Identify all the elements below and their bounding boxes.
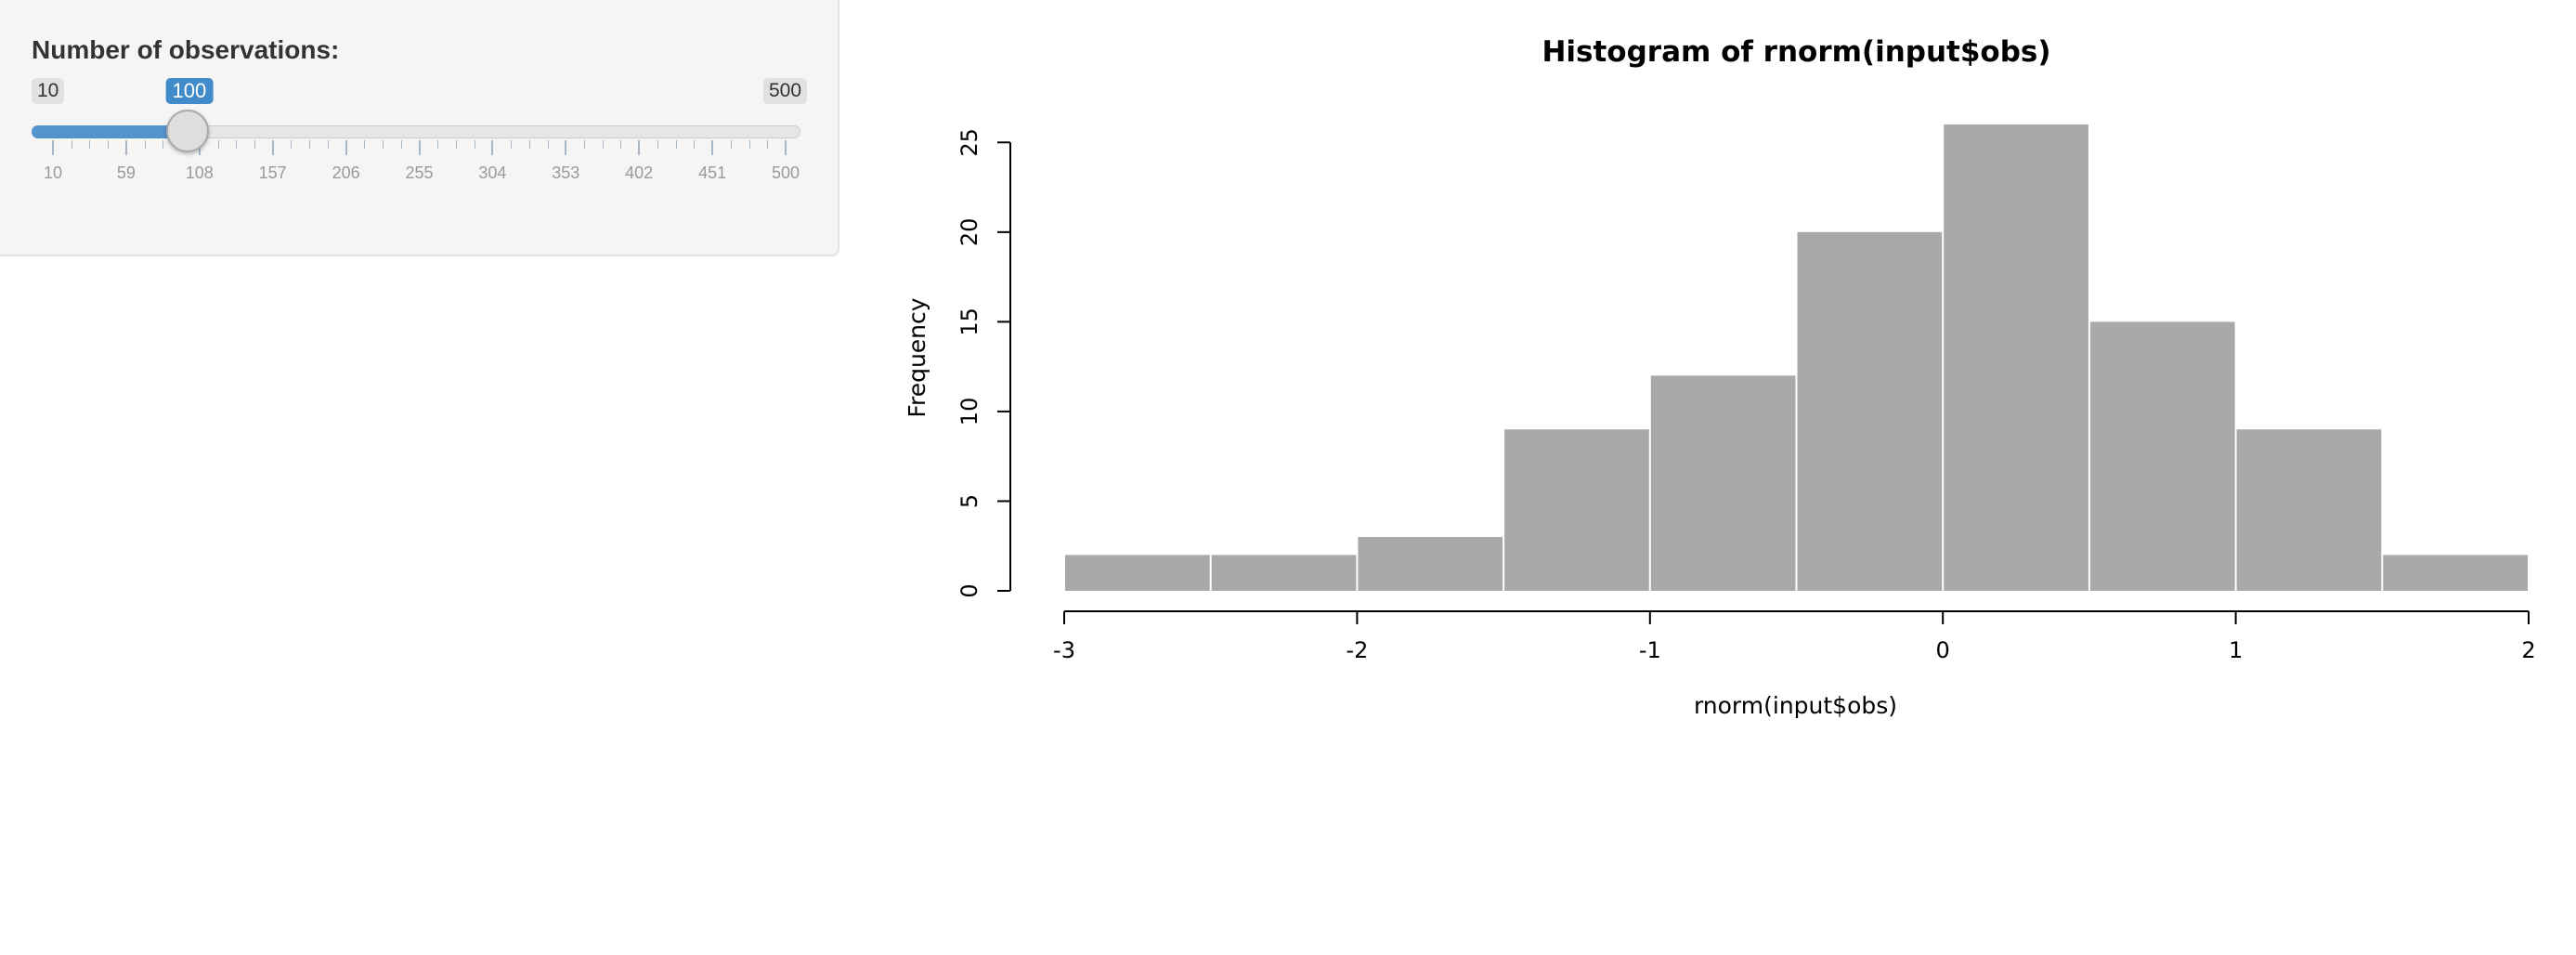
slider-minor-tick [364,140,366,149]
slider-major-tick [271,140,274,155]
y-tick-label: 15 [956,307,982,336]
slider-minor-tick [730,140,732,149]
slider-minor-tick [694,140,696,149]
y-axis-title: Frequency [904,297,930,417]
x-axis-title: rnorm(input$obs) [1694,692,1897,719]
slider-tick-label: 255 [405,164,434,182]
x-tick-label: -1 [1639,637,1661,663]
slider-tick-label: 500 [771,164,800,182]
slider-minor-tick [657,140,658,149]
histogram-bar [1211,555,1357,591]
x-tick-label: 2 [2521,637,2535,663]
slider-minor-tick [455,140,457,149]
slider-tick-label: 304 [478,164,507,182]
histogram-bar [1358,537,1503,591]
histogram-bar [2383,555,2528,591]
slider-minor-tick [511,140,513,149]
slider-minor-tick [748,140,750,149]
slider-minor-tick [675,140,677,149]
slider-fill [32,125,188,138]
slider-minor-tick [547,140,549,149]
slider-major-tick [638,140,641,155]
slider-minor-tick [89,140,91,149]
slider-minor-tick [217,140,219,149]
slider-minor-tick [584,140,586,149]
x-tick-label: -3 [1053,637,1075,663]
x-tick-label: 1 [2229,637,2243,663]
slider-minor-tick [236,140,238,149]
slider-major-tick [711,140,714,155]
slider-handle[interactable] [165,110,209,152]
x-tick-label: -2 [1346,637,1368,663]
slider-minor-tick [528,140,530,149]
slider-tick-label: 10 [43,164,63,182]
slider-major-tick [124,140,127,155]
slider-minor-tick [291,140,293,149]
x-tick-label: 0 [1936,637,1950,663]
slider-major-tick [491,140,494,155]
histogram-bar [1504,429,1649,591]
slider-min-label: 10 [32,78,65,104]
slider-tick-label: 157 [258,164,287,182]
histogram-bar [1944,124,2088,591]
y-tick-label: 25 [956,128,982,157]
slider-label: Number of observations: [32,35,340,64]
y-tick-label: 0 [956,583,982,597]
slider-tick-label: 59 [116,164,136,182]
slider-value-label: 100 [165,78,214,104]
slider-minor-tick [383,140,384,149]
slider-tick-label: 451 [698,164,727,182]
histogram-bar [2089,321,2235,591]
observations-slider[interactable]: 10 500 100 10 59 108 157 206 255 304 353 402 451 5… [0,0,839,256]
y-tick-label: 5 [956,494,982,508]
histogram-bar [2236,429,2382,591]
slider-minor-tick [620,140,622,149]
slider-major-tick [52,140,54,155]
slider-minor-tick [309,140,311,149]
slider-minor-tick [108,140,110,149]
histogram-bar [1650,375,1796,591]
slider-tick-label: 206 [332,164,360,182]
slider-major-tick [785,140,787,155]
y-tick-label: 10 [956,398,982,426]
slider-max-label: 500 [763,78,808,104]
histogram-bar [1065,555,1210,591]
slider-major-tick [418,140,421,155]
slider-minor-tick [437,140,439,149]
histogram-bar [1797,231,1943,591]
slider-minor-tick [327,140,329,149]
slider-minor-tick [602,140,604,149]
slider-minor-tick [254,140,255,149]
slider-minor-tick [400,140,402,149]
slider-tick-label: 108 [185,164,214,182]
slider-major-tick [345,140,347,155]
slider-major-tick [565,140,567,155]
chart-title: Histogram of rnorm(input$obs) [1542,35,2050,69]
y-tick-label: 20 [956,218,982,247]
slider-minor-tick [767,140,769,149]
slider-minor-tick [144,140,146,149]
slider-tick-label: 402 [625,164,654,182]
slider-tick-label: 353 [552,164,580,182]
